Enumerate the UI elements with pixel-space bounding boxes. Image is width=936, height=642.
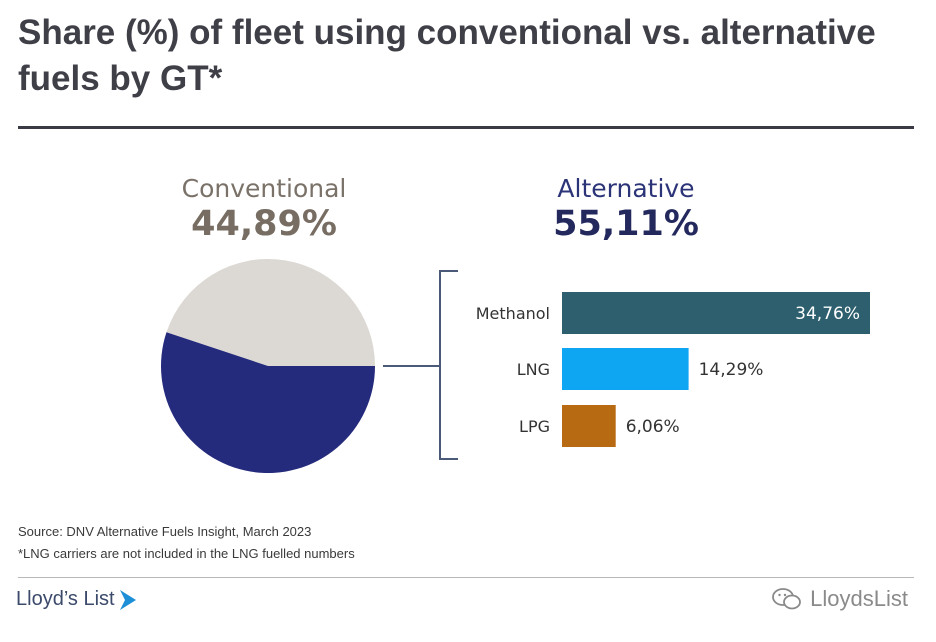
title-divider [18,126,914,129]
bar-value-methanol: 34,76% [795,304,860,324]
bar-category-lpg: LPG [519,417,550,436]
conventional-label: Conventional [181,174,347,203]
brand-name: Lloyd’s List [16,588,115,610]
bar-chart: Methanol 34,76% LNG 14,29% LPG 6,06% [476,292,870,447]
bar-category-lng: LNG [517,360,550,379]
bar-lng [562,348,689,390]
brand-chevron-icon [119,589,136,610]
bar-value-lng: 14,29% [699,360,764,380]
conventional-value: 44,89% [191,204,337,244]
wechat-watermark: LloydsList [772,586,908,612]
source-note: Source: DNV Alternative Fuels Insight, M… [18,524,312,539]
alternative-label: Alternative [557,174,695,203]
chart-title: Share (%) of fleet using conventional vs… [18,13,876,98]
footnote: *LNG carriers are not included in the LN… [18,546,355,561]
brand-logo: Lloyd’s List [16,588,138,611]
pie-bar-connector [383,270,458,460]
bar-lpg [562,405,616,447]
bar-category-methanol: Methanol [476,304,550,323]
bracket-line [439,270,458,460]
footer-divider [18,577,914,578]
bar-methanol [562,292,870,334]
watermark-text: LloydsList [810,586,908,611]
pie-slice-alternative [160,332,375,474]
alternative-value: 55,11% [553,204,699,244]
pie-chart [160,259,375,474]
bar-value-lpg: 6,06% [626,417,680,437]
wechat-icon [772,588,802,610]
pie-slice-conventional [166,259,375,366]
